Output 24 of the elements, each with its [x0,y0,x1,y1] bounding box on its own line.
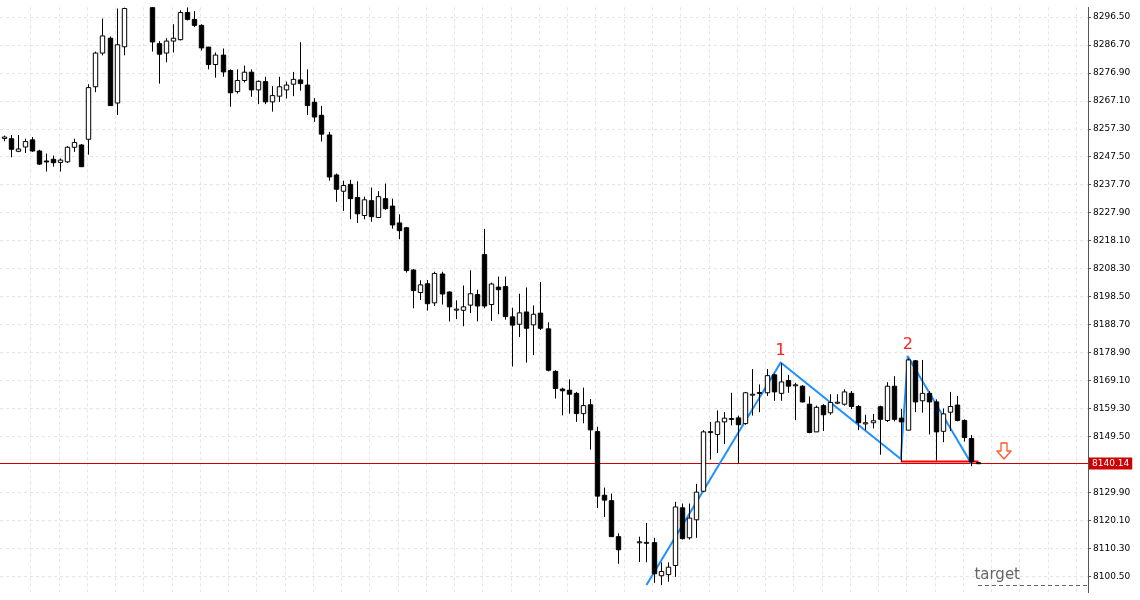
annotation: 1 [775,339,786,359]
ref-line-label: target [974,564,1021,583]
y-tick-label: 8237.70 [1093,179,1131,190]
y-tick-label: 8188.70 [1093,319,1131,330]
y-tick-label: 8178.90 [1093,347,1131,358]
y-tick-label: 8198.50 [1093,291,1131,302]
y-tick-label: 8267.10 [1093,95,1131,106]
y-tick-label: 8286.70 [1093,39,1131,50]
y-tick-label: 8227.90 [1093,207,1131,218]
y-tick-label: 8110.30 [1093,542,1131,553]
y-tick-label: 8120.10 [1093,515,1131,526]
y-tick-label: 8218.10 [1093,235,1131,246]
y-tick-label: 8208.30 [1093,263,1131,274]
y-tick-label: 8296.50 [1093,11,1131,22]
annotation: 2 [902,333,913,353]
y-tick-label: 8159.30 [1093,403,1131,414]
y-tick-label: 8247.50 [1093,151,1131,162]
y-tick-label: 8129.90 [1093,487,1131,498]
y-tick-label: 8100.50 [1093,570,1131,581]
y-tick-label: 8257.30 [1093,123,1131,134]
y-tick-label: 8149.50 [1093,431,1131,442]
ref-line-label: 8140.14 [1092,457,1130,468]
y-tick-label: 8169.10 [1093,375,1131,386]
y-tick-label: 8276.90 [1093,67,1131,78]
